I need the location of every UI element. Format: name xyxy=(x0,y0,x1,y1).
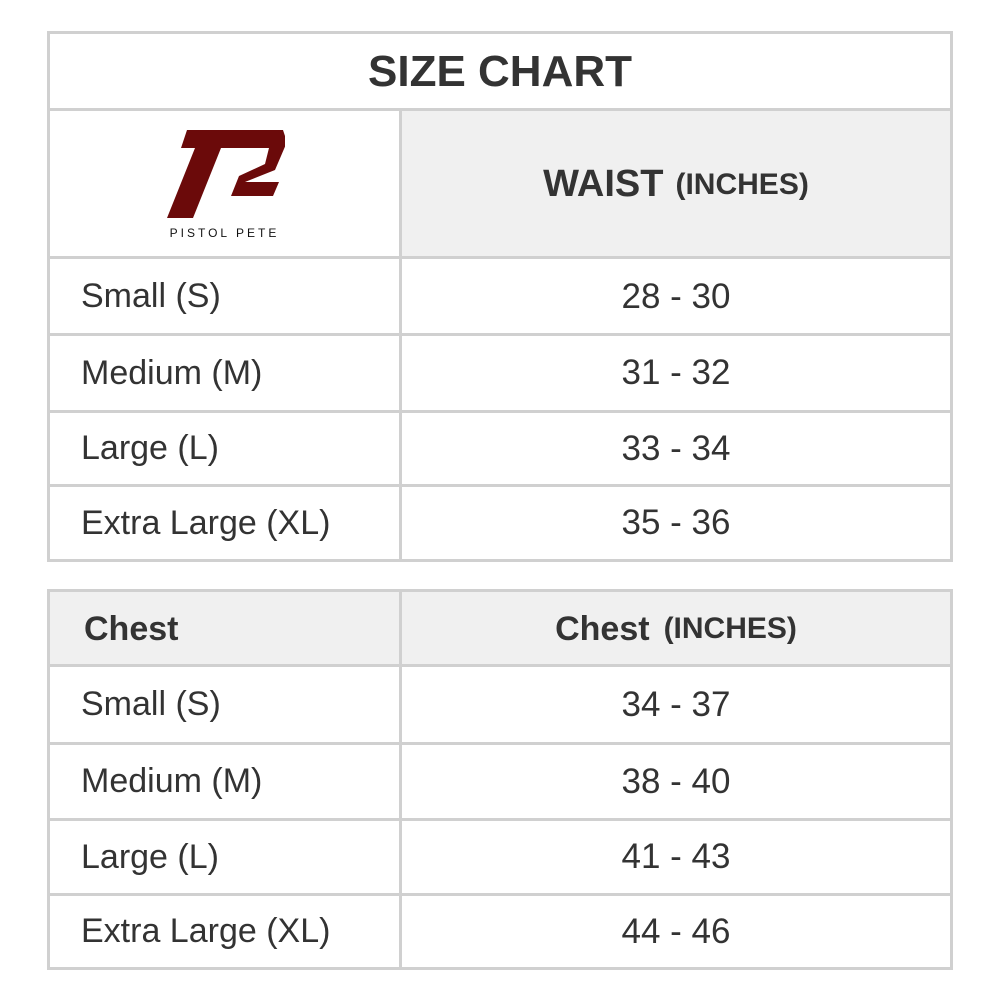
table-row: Medium (M) 31 - 32 xyxy=(50,333,950,410)
table-row: Small (S) 28 - 30 xyxy=(50,256,950,334)
size-label: Large (L) xyxy=(81,837,219,876)
size-label: Extra Large (XL) xyxy=(81,503,331,542)
size-label: Medium (M) xyxy=(81,762,263,800)
table-row: Extra Large (XL) 44 - 46 xyxy=(50,893,950,967)
pistol-pete-logo-icon xyxy=(166,129,285,218)
waist-header: WAIST (INCHES) xyxy=(399,111,950,258)
header-row: Chest Chest (INCHES) xyxy=(50,592,950,666)
chest-range: 41 - 43 xyxy=(399,821,950,893)
chest-table: Chest Chest (INCHES) Small (S) 34 - 37 Me… xyxy=(47,589,953,970)
chest-range: 34 - 37 xyxy=(399,667,950,742)
chest-header-label: Chest xyxy=(555,609,650,648)
chest-header: Chest (INCHES) xyxy=(399,592,950,666)
table-row: Large (L) 41 - 43 xyxy=(50,818,950,893)
waist-table: SIZE CHART PISTOL PETE WAIST (INCHES) Sm… xyxy=(47,31,953,562)
table-row: Extra Large (XL) 35 - 36 xyxy=(50,484,950,559)
waist-header-label: WAIST xyxy=(543,163,664,205)
chest-header-unit: (INCHES) xyxy=(663,612,797,645)
chest-range: 44 - 46 xyxy=(399,896,950,967)
waist-range: 33 - 34 xyxy=(399,413,950,484)
table-row: Small (S) 34 - 37 xyxy=(50,664,950,742)
header-row: PISTOL PETE WAIST (INCHES) xyxy=(50,108,950,258)
logo-text: PISTOL PETE xyxy=(169,225,280,240)
chest-header-left: Chest xyxy=(84,609,179,648)
logo: PISTOL PETE xyxy=(50,111,399,258)
size-label: Medium (M) xyxy=(81,353,263,392)
waist-range: 31 - 32 xyxy=(399,336,950,410)
waist-range: 35 - 36 xyxy=(399,487,950,559)
size-label: Small (S) xyxy=(81,277,221,315)
waist-header-unit: (INCHES) xyxy=(675,167,809,201)
page-title: SIZE CHART xyxy=(368,47,632,96)
chest-range: 38 - 40 xyxy=(399,745,950,818)
title-row: SIZE CHART xyxy=(50,34,950,110)
size-label: Large (L) xyxy=(81,429,219,467)
table-row: Large (L) 33 - 34 xyxy=(50,410,950,484)
waist-range: 28 - 30 xyxy=(399,259,950,334)
size-label: Small (S) xyxy=(81,685,221,723)
size-label: Extra Large (XL) xyxy=(81,912,331,950)
table-row: Medium (M) 38 - 40 xyxy=(50,742,950,818)
